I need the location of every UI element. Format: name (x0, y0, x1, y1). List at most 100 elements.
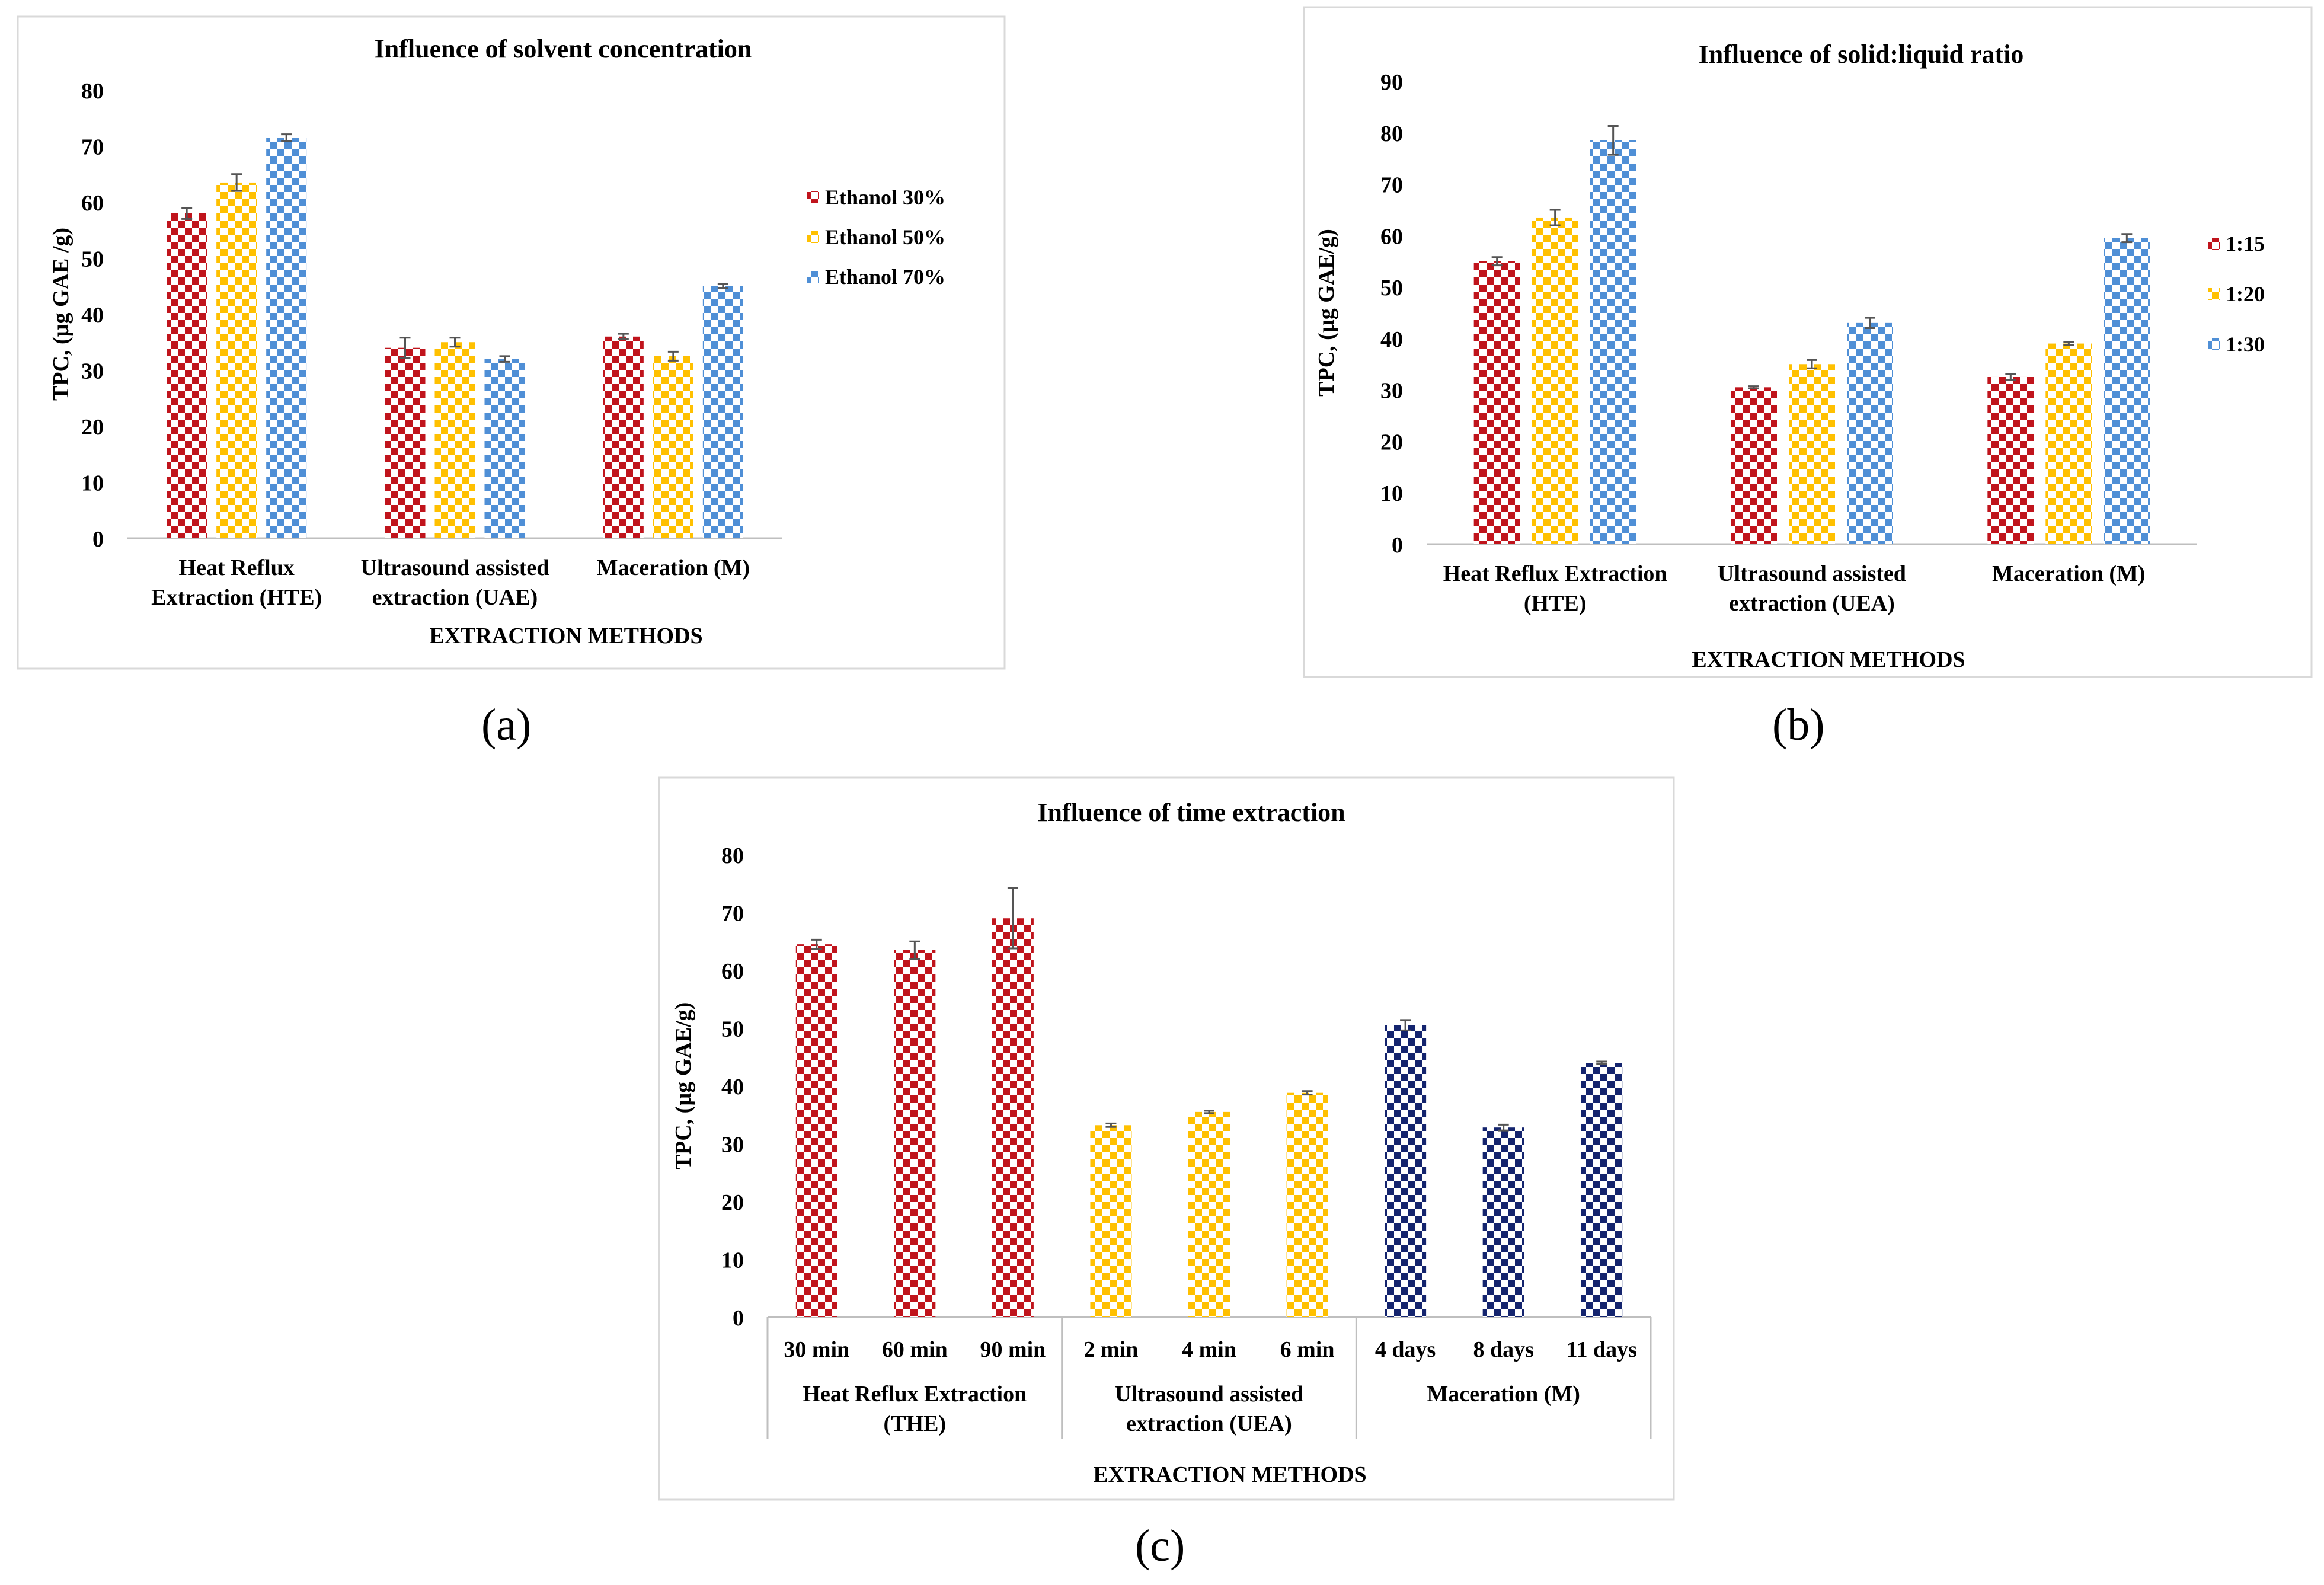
y-tick-label: 30 (81, 359, 104, 384)
bar (167, 213, 207, 538)
legend-label: 1:30 (2226, 333, 2265, 356)
x-axis-label: EXTRACTION METHODS (429, 624, 702, 648)
x-tick-label: 8 days (1473, 1337, 1533, 1362)
y-tick-label: 30 (1380, 379, 1403, 404)
legend-swatch (2208, 238, 2220, 250)
panel-label-a: (a) (481, 700, 532, 750)
y-axis-label: TPC, (µg GAE /g) (49, 228, 73, 401)
legend-label: Ethanol 30% (825, 186, 945, 209)
bar (434, 342, 475, 538)
x-axis-label: EXTRACTION METHODS (1093, 1462, 1366, 1487)
bar (795, 944, 837, 1317)
y-tick-label: 50 (1380, 276, 1403, 301)
bar (2045, 343, 2092, 544)
y-tick-label: 10 (721, 1248, 744, 1273)
chart-1: Influence of solid:liquid ratio 0 10 20 30 40… (1303, 6, 2313, 678)
bar (653, 356, 693, 538)
bar (992, 918, 1034, 1317)
y-axis-label: TPC, (µg GAE/g) (671, 1002, 696, 1170)
x-tick-label: 90 min (980, 1337, 1046, 1362)
y-tick-label: 0 (733, 1306, 744, 1331)
bar (894, 950, 936, 1317)
bar (1286, 1092, 1328, 1317)
bar (385, 347, 426, 538)
legend-swatch (2208, 338, 2220, 350)
y-tick-label: 70 (1380, 173, 1403, 198)
bar (1847, 322, 1893, 544)
panel-label-b: (b) (1772, 700, 1825, 750)
x-group-label: Heat Reflux Extraction (803, 1382, 1027, 1407)
x-tick-label: 60 min (882, 1337, 948, 1362)
x-axis-label: EXTRACTION METHODS (1692, 647, 1965, 672)
y-tick-label: 10 (81, 471, 104, 496)
y-tick-label: 50 (81, 247, 104, 272)
x-group-label: Ultrasound assisted (1115, 1382, 1303, 1407)
legend-swatch (807, 191, 819, 203)
bar (1188, 1111, 1230, 1317)
chart-0: Influence of solvent concentration 0 10 20 3… (17, 15, 1006, 670)
x-tick-label: 4 days (1375, 1337, 1436, 1362)
y-tick-label: 40 (81, 303, 104, 328)
x-category-label: Ultrasound assisted (1718, 561, 1906, 586)
legend-swatch (807, 231, 819, 243)
x-category-label: Ultrasound assisted (361, 555, 549, 580)
y-tick-label: 10 (1380, 481, 1403, 506)
y-tick-label: 40 (1380, 327, 1403, 352)
y-axis-label: TPC, (µg GAE/g) (1314, 229, 1339, 397)
bar (216, 182, 257, 538)
y-tick-label: 20 (81, 415, 104, 440)
bar (1789, 364, 1835, 544)
x-tick-label: 6 min (1280, 1337, 1335, 1362)
x-category-label: Extraction (HTE) (151, 585, 322, 610)
legend-swatch (2208, 288, 2220, 300)
bar (1532, 217, 1578, 544)
y-tick-label: 70 (721, 902, 744, 926)
x-group-label: (THE) (884, 1411, 947, 1436)
chart-2: Influence of time extraction 0 10 20 30 40 50 6… (658, 776, 1675, 1501)
y-tick-label: 70 (81, 135, 104, 160)
y-tick-label: 50 (721, 1017, 744, 1042)
x-tick-label: 30 min (784, 1337, 849, 1362)
x-category-label: extraction (UEA) (1729, 591, 1895, 616)
chart-title: Influence of solvent concentration (375, 34, 752, 63)
bar (1731, 387, 1777, 544)
legend-swatch (807, 271, 819, 283)
bar (1581, 1063, 1623, 1317)
legend-label: Ethanol 50% (825, 225, 945, 249)
legend-label: Ethanol 70% (825, 265, 945, 289)
chart-title: Influence of solid:liquid ratio (1699, 40, 2024, 69)
x-category-label: Heat Reflux (179, 555, 295, 580)
y-tick-label: 90 (1380, 70, 1403, 95)
x-category-label: (HTE) (1524, 591, 1587, 616)
x-category-label: Maceration (M) (597, 555, 750, 580)
y-tick-label: 60 (81, 191, 104, 216)
y-tick-label: 20 (1380, 430, 1403, 455)
legend-label: 1:20 (2226, 282, 2265, 306)
bar (1482, 1127, 1524, 1317)
chart-title: Influence of time extraction (1037, 798, 1345, 827)
legend-label: 1:15 (2226, 232, 2265, 255)
y-tick-label: 80 (81, 79, 104, 104)
y-tick-label: 20 (721, 1190, 744, 1215)
x-tick-label: 4 min (1182, 1337, 1236, 1362)
x-category-label: extraction (UAE) (372, 585, 538, 610)
y-tick-label: 60 (721, 959, 744, 984)
bar (1473, 261, 1520, 544)
x-category-label: Maceration (M) (1992, 561, 2146, 586)
y-tick-label: 60 (1380, 224, 1403, 249)
bar (1987, 376, 2034, 544)
y-tick-label: 80 (1380, 122, 1403, 146)
bar (266, 138, 307, 538)
bar (484, 359, 525, 538)
bar (1090, 1125, 1132, 1317)
bar (1385, 1025, 1427, 1317)
x-tick-label: 11 days (1567, 1337, 1637, 1362)
x-tick-label: 2 min (1084, 1337, 1139, 1362)
y-tick-label: 0 (1392, 533, 1403, 558)
y-tick-label: 0 (92, 527, 104, 552)
bar (2104, 238, 2150, 544)
bar (603, 336, 644, 538)
x-group-label: extraction (UEA) (1126, 1411, 1292, 1436)
y-tick-label: 80 (721, 843, 744, 868)
